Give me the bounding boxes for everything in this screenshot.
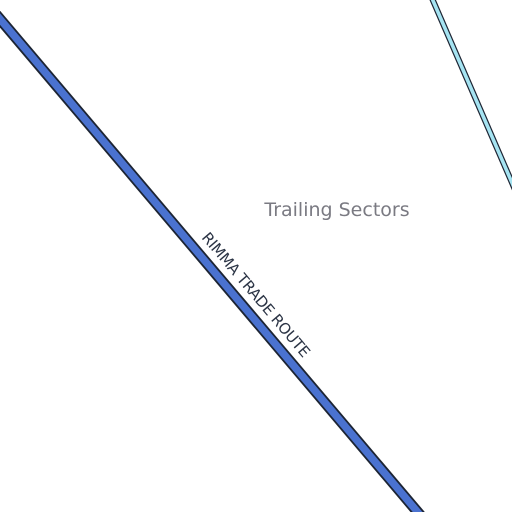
hyperlane-route[interactable] (429, 0, 512, 192)
region-label-trailing-sectors: Trailing Sectors (263, 199, 409, 221)
rimma-trade-route[interactable] (0, 10, 425, 512)
route-label-rimma-trade-route: RIMMA TRADE ROUTE (198, 229, 314, 361)
